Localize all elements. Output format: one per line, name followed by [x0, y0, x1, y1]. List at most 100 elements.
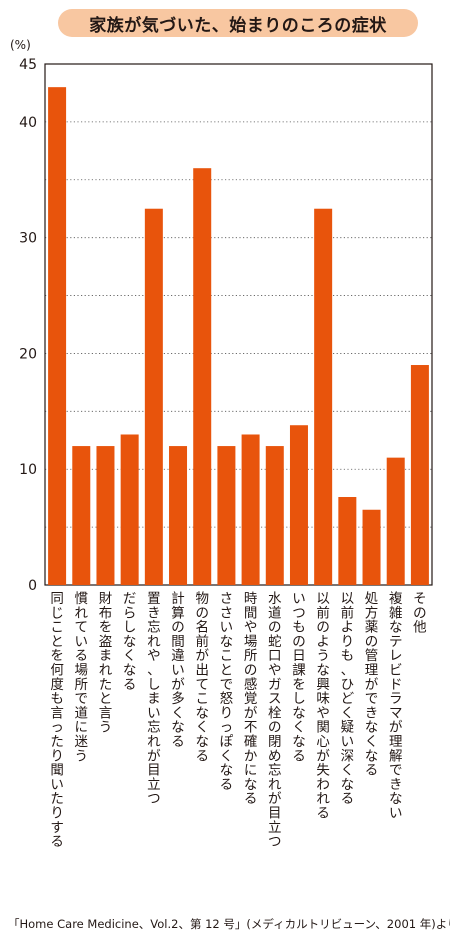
svg-text:な: な [389, 620, 403, 636]
svg-text:つ: つ [147, 791, 161, 807]
svg-text:る: る [316, 806, 330, 822]
bar [217, 446, 236, 585]
svg-text:に: に [244, 763, 258, 779]
svg-text:つ: つ [292, 605, 306, 621]
svg-text:場: 場 [75, 663, 89, 679]
svg-text:れ: れ [147, 634, 161, 650]
svg-text:が: が [171, 677, 185, 693]
svg-text:い: い [75, 634, 89, 650]
svg-text:多: 多 [171, 690, 185, 707]
svg-text:以: 以 [341, 591, 355, 607]
chart-title: 家族が気づいた、始まりのころの症状 [58, 9, 418, 37]
svg-text:く: く [195, 720, 209, 736]
svg-text:る: る [171, 734, 185, 750]
svg-text:き: き [365, 705, 379, 721]
svg-text:目: 目 [147, 763, 161, 779]
svg-text:方: 方 [365, 605, 379, 621]
svg-text:忘: 忘 [147, 620, 161, 636]
svg-text:の: の [316, 620, 330, 636]
svg-text:深: 深 [341, 748, 355, 764]
svg-text:か: か [244, 748, 258, 764]
svg-text:ス: ス [268, 691, 282, 707]
svg-text:の: の [244, 663, 258, 679]
svg-text:蛇: 蛇 [268, 634, 282, 650]
svg-text:い: い [147, 705, 161, 721]
svg-text:違: 違 [171, 648, 185, 664]
bar [48, 87, 67, 586]
svg-text:の: の [268, 620, 282, 636]
svg-text:て: て [75, 620, 89, 636]
svg-text:よ: よ [341, 620, 355, 636]
svg-text:管: 管 [365, 648, 379, 664]
svg-text:る: る [244, 791, 258, 807]
svg-text:や: や [316, 705, 330, 721]
svg-text:を: を [292, 677, 306, 693]
svg-text:理: 理 [365, 663, 379, 679]
svg-text:た: た [50, 791, 64, 807]
bar [338, 497, 357, 585]
svg-text:と: と [50, 634, 64, 650]
svg-text:な: な [123, 634, 137, 650]
svg-text:前: 前 [341, 604, 355, 621]
svg-text:り: り [341, 634, 355, 650]
svg-text:い: い [292, 591, 306, 607]
bar [241, 434, 260, 585]
bar [362, 509, 381, 585]
svg-text:理: 理 [389, 734, 403, 750]
bar [96, 446, 115, 585]
svg-text:や: や [268, 663, 282, 679]
svg-text:ま: ま [99, 648, 113, 664]
svg-text:が: が [147, 748, 161, 764]
svg-text:な: な [365, 720, 379, 736]
bar [289, 425, 308, 585]
svg-text:が: が [244, 705, 258, 721]
svg-text:が: が [389, 720, 403, 736]
bar [144, 208, 163, 585]
svg-text:な: な [341, 777, 355, 793]
svg-text:な: な [195, 734, 209, 750]
y-tick-label: 45 [19, 57, 37, 73]
svg-text:ら: ら [123, 605, 137, 621]
svg-text:所: 所 [244, 648, 258, 664]
svg-text:こ: こ [195, 691, 209, 707]
svg-text:複: 複 [389, 590, 403, 607]
svg-text:な: な [123, 663, 137, 679]
svg-text:い: い [50, 777, 64, 793]
svg-text:疑: 疑 [341, 720, 355, 736]
svg-text:算: 算 [171, 605, 185, 621]
svg-text:ガ: ガ [268, 677, 282, 693]
svg-text:置: 置 [147, 591, 161, 607]
svg-text:聞: 聞 [50, 763, 64, 779]
svg-text:き: き [147, 605, 161, 621]
svg-text:な: な [389, 791, 403, 807]
svg-text:い: い [341, 734, 355, 750]
y-axis-unit: (%) [10, 38, 31, 52]
svg-text:し: し [292, 691, 306, 707]
svg-text:ま: ま [147, 691, 161, 707]
svg-text:と: と [99, 691, 113, 707]
svg-text:に: に [75, 720, 89, 736]
y-tick-label: 30 [19, 231, 37, 247]
bar [169, 446, 188, 585]
svg-text:た: た [50, 734, 64, 750]
svg-text:じ: じ [50, 605, 64, 621]
svg-text:つ: つ [268, 834, 282, 850]
svg-text:な: な [365, 748, 379, 764]
svg-text:水: 水 [268, 591, 282, 607]
svg-text:の: の [195, 605, 209, 621]
svg-text:く: く [341, 705, 355, 721]
svg-text:確: 確 [244, 734, 258, 750]
svg-text:雑: 雑 [389, 605, 403, 621]
svg-text:る: る [123, 677, 137, 693]
bar [120, 434, 139, 585]
svg-text:め: め [268, 748, 282, 764]
bar [314, 208, 333, 585]
